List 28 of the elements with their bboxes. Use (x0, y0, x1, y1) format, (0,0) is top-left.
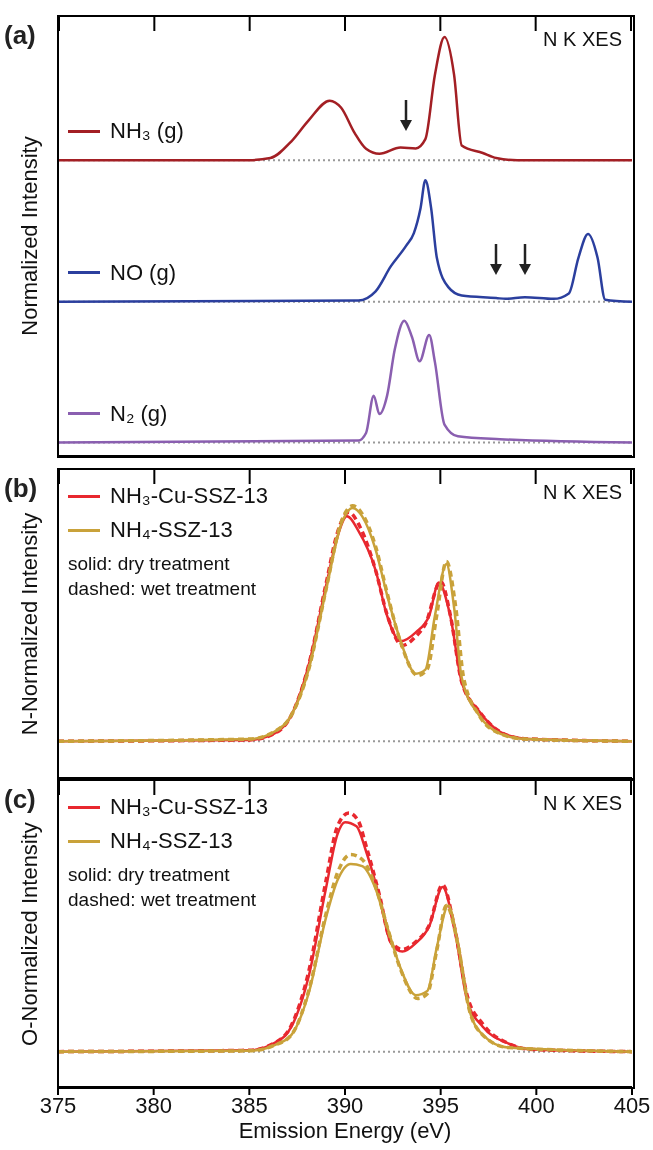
x-tick-label: 380 (135, 1092, 173, 1118)
x-tick-label: 400 (517, 1092, 555, 1118)
legend-label: N₂ (g) (110, 400, 168, 427)
chart-title: (c) (4, 784, 36, 815)
legend-label: NH₄-SSZ-13 (110, 828, 233, 854)
y-axis-title: Normalized Intensity (17, 136, 43, 336)
chart-title: (a) (4, 20, 36, 51)
y-axis-title: N-Normalized Intensity (17, 512, 43, 735)
legend-label: NH₃-Cu-SSZ-13 (110, 794, 269, 820)
x-tick-label: 395 (422, 1092, 460, 1118)
annotation: N K XES (543, 792, 622, 815)
legend-label: NH₃-Cu-SSZ-13 (110, 483, 269, 509)
x-tick-label: 390 (326, 1092, 364, 1118)
legend-label: NH₃ (g) (110, 118, 184, 145)
x-tick-label: 405 (613, 1092, 651, 1118)
annotation: N K XES (543, 28, 622, 51)
annotation: dashed: wet treatment (68, 577, 257, 601)
x-axis-title: Emission Energy (eV) (237, 1118, 453, 1144)
legend-label: NH₄-SSZ-13 (110, 517, 233, 543)
annotation: solid: dry treatment (68, 863, 231, 887)
text: N K XES (543, 481, 622, 504)
x-tick-label: 375 (39, 1092, 77, 1118)
legend-label: NO (g) (110, 259, 176, 286)
y-axis-title: O-Normalized Intensity (17, 821, 43, 1046)
chart-title: (b) (4, 473, 38, 504)
annotation: dashed: wet treatment (68, 888, 257, 912)
x-tick-label: 385 (230, 1092, 268, 1118)
annotation: solid: dry treatment (68, 552, 231, 576)
